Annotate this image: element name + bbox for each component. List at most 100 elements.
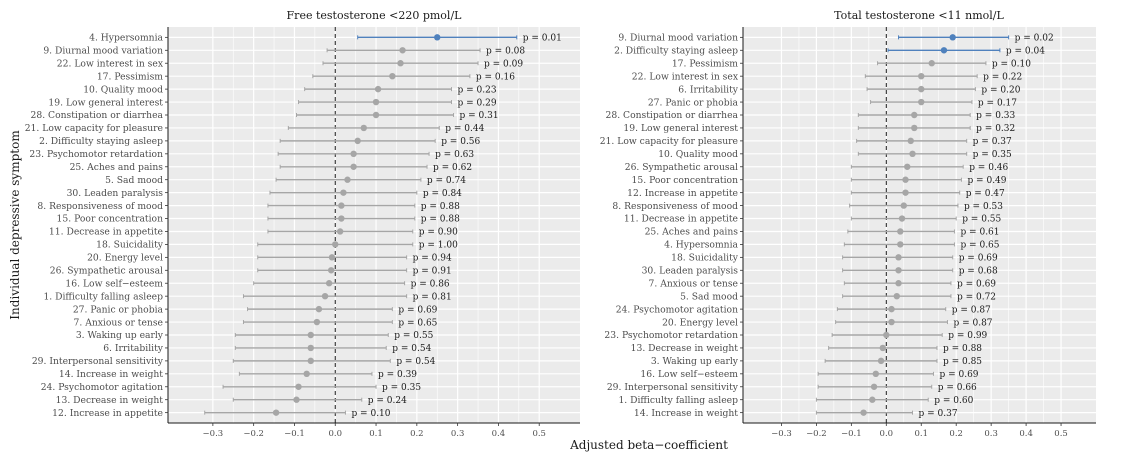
panel-total-point-estimate: [902, 189, 909, 196]
panel-free-point-estimate: [374, 85, 382, 93]
panel-total-point-estimate: [909, 150, 916, 158]
panel-total-point-estimate: [918, 98, 925, 106]
panel-total-point-estimate: [911, 111, 918, 119]
panel-free-p-value-label: p = 0.54: [396, 357, 435, 367]
panel-total-y-tick-label: 2. Difficulty staying asleep: [614, 45, 738, 56]
panel-free-y-tick-label: 5. Sad mood: [105, 175, 163, 186]
panel-free-p-value-label: p = 0.29: [458, 98, 497, 108]
x-axis-title: Adjusted beta−coefficient: [569, 438, 728, 452]
panel-free-point-estimate: [350, 163, 357, 170]
panel-free-y-tick-label: 30. Leaden paralysis: [67, 188, 164, 199]
panel-free-p-value-label: p = 0.10: [351, 409, 390, 419]
panel-total-p-value-label: p = 0.17: [978, 98, 1017, 108]
panel-total-p-value-label: p = 0.37: [973, 137, 1012, 147]
panel-free-p-value-label: p = 0.62: [433, 163, 472, 173]
panel-free-y-tick-label: 28. Constipation or diarrhea: [31, 110, 164, 121]
panel-free-p-value-label: p = 0.88: [421, 202, 460, 212]
panel-total-y-tick-label: 27. Panic or phobia: [648, 97, 739, 108]
panel-total-point-estimate: [902, 176, 909, 183]
panel-free-y-tick-label: 18. Suicidality: [96, 240, 164, 251]
panel-total-x-tick-label: 0.1: [914, 429, 928, 439]
panel-total-point-estimate: [888, 318, 895, 326]
panel-total-y-tick-label: 13. Decrease in weight: [631, 343, 739, 354]
panel-total-x-tick-label: 0.3: [984, 429, 998, 439]
panel-free-point-estimate: [340, 189, 347, 196]
panel-total-y-tick-label: 12. Increase in appetite: [627, 188, 738, 199]
panel-free-point-estimate: [313, 318, 321, 326]
panel-free-point-estimate: [327, 267, 335, 274]
panel-total-point-estimate: [893, 292, 900, 300]
panel-total-p-value-label: p = 0.68: [959, 266, 998, 276]
panel-free-p-value-label: p = 0.31: [460, 111, 499, 121]
panel-total-y-tick-label: 21. Low capacity for pleasure: [600, 136, 738, 147]
panel-total-p-value-label: p = 0.69: [939, 370, 978, 380]
panel-free-point-estimate: [328, 254, 336, 261]
panel-total-point-estimate: [895, 280, 902, 287]
panel-free-point-estimate: [360, 124, 368, 132]
panel-total-x-tick-label: −0.3: [771, 429, 792, 439]
panel-free-y-tick-label: 7. Anxious or tense: [74, 317, 163, 328]
panel-total-background: [743, 27, 1096, 423]
panel-total-point-estimate: [928, 60, 935, 67]
panel-total-y-tick-label: 26. Sympathetic arousal: [625, 162, 738, 173]
panel-total-p-value-label: p = 0.87: [953, 318, 992, 328]
panel-free-y-tick-label: 3. Waking up early: [76, 330, 164, 341]
panel-free-p-value-label: p = 0.65: [398, 318, 437, 328]
panel-total-point-estimate: [877, 357, 885, 365]
panel-free-point-estimate: [389, 72, 396, 80]
panel-free-x-tick-label: 0.0: [328, 429, 342, 439]
panel-free-p-value-label: p = 0.24: [368, 396, 407, 406]
panel-total-p-value-label: p = 0.66: [938, 383, 977, 393]
panel-free-point-estimate: [303, 370, 310, 378]
panel-free-y-tick-label: 2. Difficulty staying asleep: [39, 136, 163, 147]
panel-free-x-tick-label: 0.4: [492, 429, 506, 439]
panel-free-y-tick-label: 19. Low general interest: [48, 97, 163, 108]
panel-total-x-tick-label: −0.1: [841, 429, 862, 439]
panel-total-x-tick-label: 0.0: [880, 429, 894, 439]
panel-total-p-value-label: p = 0.46: [969, 163, 1008, 173]
panel-total-point-estimate: [897, 241, 904, 248]
panel-free-point-estimate: [336, 228, 344, 235]
panel-total-p-value-label: p = 0.10: [992, 59, 1031, 69]
panel-free-y-tick-label: 25. Aches and pains: [70, 162, 164, 173]
panel-total-y-tick-label: 24. Psychomotor agitation: [616, 304, 738, 315]
panel-total-point-estimate: [907, 137, 914, 145]
panel-total-point-estimate: [911, 124, 918, 132]
panel-free-p-value-label: p = 0.01: [523, 34, 562, 44]
panel-total-p-value-label: p = 0.72: [957, 292, 996, 302]
panel-free-point-estimate: [350, 150, 357, 158]
panel-free-x-tick-label: 0.1: [369, 429, 383, 439]
panel-total-point-estimate: [898, 215, 906, 222]
panel-total-p-value-label: p = 0.60: [934, 396, 973, 406]
panel-free-y-tick-label: 9. Diurnal mood variation: [43, 45, 163, 56]
panel-free-p-value-label: p = 0.63: [435, 150, 474, 160]
panel-free-x-tick-label: −0.3: [203, 429, 224, 439]
panel-free-point-estimate: [325, 280, 333, 287]
panel-free-y-tick-label: 27. Panic or phobia: [73, 304, 164, 315]
panel-free-y-tick-label: 13. Decrease in weight: [56, 395, 164, 406]
panel-free-point-estimate: [307, 331, 314, 339]
panel-free-point-estimate: [321, 292, 329, 300]
panel-total-y-tick-label: 14. Increase in weight: [634, 408, 738, 419]
panel-total-y-tick-label: 19. Low general interest: [623, 123, 738, 134]
panel-total-p-value-label: p = 0.65: [960, 241, 999, 251]
panel-free-point-estimate: [315, 305, 323, 313]
panel-free-p-value-label: p = 0.44: [445, 124, 484, 134]
panel-total-point-estimate: [918, 85, 925, 93]
panel-total-point-estimate: [888, 305, 895, 313]
panel-free-p-value-label: p = 0.91: [413, 266, 452, 276]
panel-free-y-tick-label: 15. Poor concentration: [57, 214, 164, 225]
panel-free-point-estimate: [434, 34, 441, 41]
panel-free-point-estimate: [307, 357, 314, 365]
panel-free-p-value-label: p = 0.35: [382, 383, 421, 393]
panel-free-p-value-label: p = 0.08: [486, 46, 525, 56]
panel-total-p-value-label: p = 0.35: [973, 150, 1012, 160]
panel-free-point-estimate: [397, 60, 404, 67]
panel-total-y-tick-label: 17. Pessimism: [672, 58, 738, 69]
panel-free-p-value-label: p = 0.16: [476, 72, 515, 82]
panel-total-y-tick-label: 3. Waking up early: [651, 356, 739, 367]
panel-total-p-value-label: p = 0.47: [966, 189, 1005, 199]
panel-total-p-value-label: p = 0.99: [948, 331, 987, 341]
panel-free-point-estimate: [293, 396, 300, 403]
